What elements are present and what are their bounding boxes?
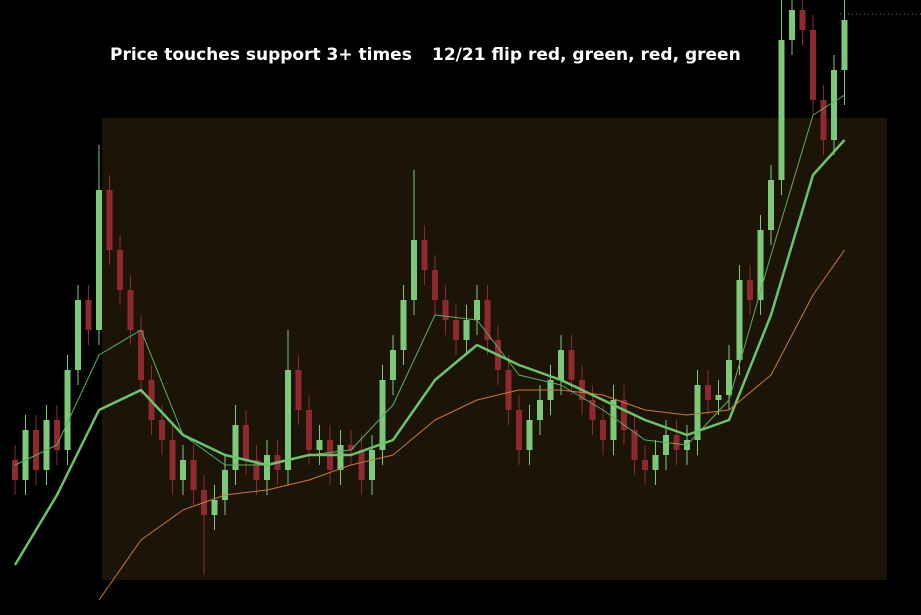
candle-body xyxy=(516,410,522,450)
candle-body xyxy=(411,240,417,300)
candle-body xyxy=(348,445,354,450)
annotation: 12/21 flip red, green, red, green xyxy=(432,45,741,65)
candle-body xyxy=(715,395,722,400)
moving-average xyxy=(14,94,845,466)
candle-body xyxy=(400,300,407,350)
plot xyxy=(12,0,848,601)
candle-body xyxy=(22,430,29,480)
candle-body xyxy=(568,350,575,380)
candle-body xyxy=(43,420,50,470)
moving-average xyxy=(98,249,845,601)
candle-body xyxy=(33,430,39,470)
candle-body xyxy=(820,100,827,140)
candle-body xyxy=(474,300,480,320)
candle-body xyxy=(589,400,596,420)
candle-body xyxy=(705,385,711,400)
candle-body xyxy=(558,350,564,380)
candle-body xyxy=(232,425,239,470)
candle-body xyxy=(421,240,428,270)
candle-body xyxy=(778,40,785,180)
candle-body xyxy=(12,460,18,480)
candle-body xyxy=(453,320,459,340)
candle-body xyxy=(442,300,449,320)
candle-body xyxy=(316,440,323,450)
candle-body xyxy=(379,380,386,450)
candle-body xyxy=(621,400,627,430)
candle-body xyxy=(369,450,375,480)
candle-body xyxy=(831,70,837,140)
candle-body xyxy=(747,280,753,300)
candle-body xyxy=(526,420,533,450)
candle-body xyxy=(75,300,81,370)
candle-body xyxy=(841,20,848,70)
candle-body xyxy=(432,270,438,300)
candle-body xyxy=(757,230,764,300)
candle-body xyxy=(810,30,816,100)
candle-body xyxy=(306,410,312,450)
candle-body xyxy=(127,290,134,330)
candle-body xyxy=(694,385,701,440)
candle-body xyxy=(264,455,270,480)
candle-body xyxy=(337,445,344,470)
candle-body xyxy=(169,440,176,480)
annotation: Price touches support 3+ times xyxy=(110,45,412,65)
candle-body xyxy=(736,280,743,360)
candle-body xyxy=(663,435,669,455)
candle-body xyxy=(190,460,197,490)
candle-body xyxy=(285,370,291,470)
candle-body xyxy=(243,425,249,460)
candle-body xyxy=(726,360,732,395)
candle-body xyxy=(211,500,218,515)
candle-body xyxy=(673,435,680,450)
candle-body xyxy=(390,350,396,380)
candle-body xyxy=(358,450,365,480)
candle-body xyxy=(642,460,648,470)
candle-body xyxy=(295,370,302,410)
candle-body xyxy=(799,10,806,30)
candle-body xyxy=(484,300,491,340)
candle-body xyxy=(610,400,617,440)
candle-body xyxy=(106,190,113,250)
candle-body xyxy=(505,370,512,410)
candle-body xyxy=(85,300,92,330)
candle-body xyxy=(652,455,659,470)
candle-body xyxy=(600,420,606,440)
candle-body xyxy=(768,180,774,230)
candle-body xyxy=(96,190,102,330)
candle-body xyxy=(463,320,470,340)
candle-body xyxy=(789,10,795,40)
candle-body xyxy=(180,460,186,480)
candle-body xyxy=(631,430,638,460)
candle-body xyxy=(138,330,144,380)
candle-body xyxy=(54,420,60,450)
moving-average xyxy=(13,139,846,566)
candle-body xyxy=(222,470,228,500)
candle-body xyxy=(253,460,260,480)
candle-body xyxy=(537,400,543,420)
candle-body xyxy=(64,370,71,450)
candle-body xyxy=(117,250,123,290)
candle-body xyxy=(159,420,165,440)
